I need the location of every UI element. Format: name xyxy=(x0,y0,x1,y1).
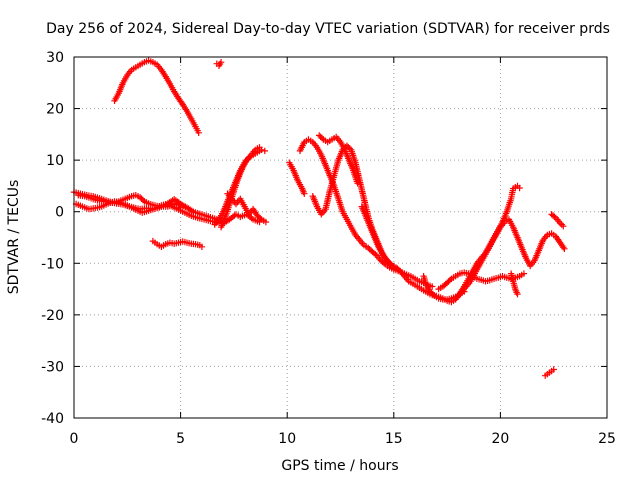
y-tick-label: 0 xyxy=(55,205,64,221)
data-point-fill xyxy=(257,215,264,222)
data-point-fill xyxy=(387,260,394,267)
data-point-fill xyxy=(551,213,558,220)
x-tick-label: 25 xyxy=(598,431,616,447)
series-arc10 xyxy=(286,159,308,197)
series-arc13 xyxy=(316,132,361,187)
y-axis-label: SDTVAR / TECUs xyxy=(6,180,22,295)
y-tick-labels: -40 -30 -20 -10 0 10 20 30 xyxy=(41,50,64,427)
data-point xyxy=(560,223,567,230)
data-point xyxy=(354,180,361,187)
data-point xyxy=(384,257,391,264)
data-point xyxy=(261,147,268,155)
data-point xyxy=(262,218,270,226)
data-point-fill xyxy=(560,244,567,251)
series-arc4 xyxy=(111,57,202,136)
series-arc6 xyxy=(149,237,206,250)
y-tick-label: 20 xyxy=(46,102,64,118)
x-tick-label: 20 xyxy=(491,431,509,447)
data-point xyxy=(443,279,451,287)
grid-lines xyxy=(74,57,607,418)
data-point xyxy=(550,366,557,373)
series-arc5 xyxy=(213,59,225,69)
data-point xyxy=(217,59,225,66)
y-tick-label: -30 xyxy=(41,359,64,375)
y-tick-label: -10 xyxy=(41,256,64,272)
x-tick-label: 10 xyxy=(278,431,296,447)
data-point xyxy=(514,291,521,298)
data-point xyxy=(198,243,206,250)
data-point-fill xyxy=(138,195,145,202)
data-point-fill xyxy=(446,276,454,284)
x-axis-label: GPS time / hours xyxy=(281,458,398,474)
y-tick-label: 10 xyxy=(46,153,64,169)
data-point xyxy=(429,283,436,290)
chart-title: Day 256 of 2024, Sidereal Day-to-day VTE… xyxy=(46,21,610,37)
data-point xyxy=(520,270,528,277)
series-arc3 xyxy=(75,192,227,226)
y-tick-label: -20 xyxy=(41,308,64,324)
data-points xyxy=(70,57,568,379)
data-point xyxy=(561,245,568,252)
x-tick-label: 15 xyxy=(385,431,403,447)
data-point xyxy=(301,190,308,197)
x-tick-label: 0 xyxy=(70,431,79,447)
data-point-fill xyxy=(372,251,379,258)
data-point xyxy=(195,129,202,136)
data-point-fill xyxy=(318,134,326,142)
series-arc19 xyxy=(548,211,567,230)
data-point-fill xyxy=(395,266,402,273)
plot-frame xyxy=(73,56,608,419)
x-tick-labels: 0 5 10 15 20 25 xyxy=(70,431,616,447)
axis-ticks xyxy=(73,56,608,419)
data-point xyxy=(516,184,523,192)
series-arc20 xyxy=(542,366,557,379)
data-point xyxy=(256,144,263,151)
y-tick-label: 30 xyxy=(46,50,64,66)
y-tick-label: -40 xyxy=(41,411,64,427)
series-arc17 xyxy=(454,216,568,300)
series-arc9 xyxy=(224,190,270,226)
data-point-fill xyxy=(380,259,388,267)
data-point-fill xyxy=(139,196,147,204)
series-arc18 xyxy=(507,270,521,298)
series-arc8 xyxy=(217,144,263,231)
x-tick-label: 5 xyxy=(176,431,185,447)
data-point xyxy=(365,244,372,251)
data-point-fill xyxy=(429,290,437,298)
